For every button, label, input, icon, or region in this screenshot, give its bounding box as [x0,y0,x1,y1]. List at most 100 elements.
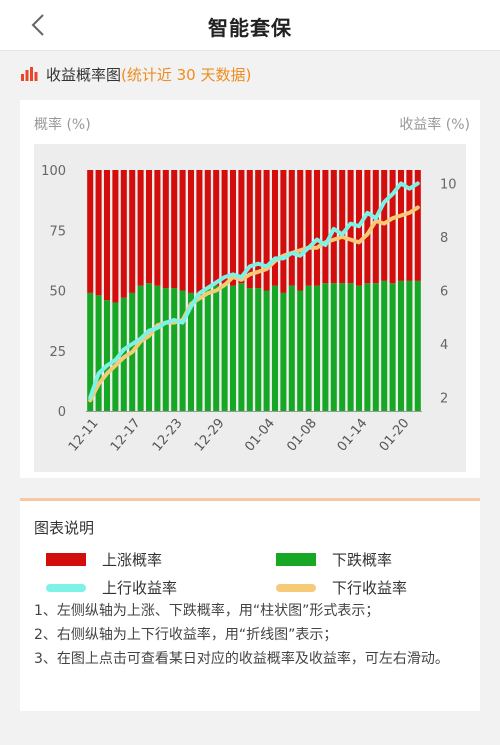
legend-card: 图表说明 上涨概率 下跌概率 上行收益率 下行收益率 1、左侧纵轴为上涨、下跌概… [20,501,480,711]
page-title: 智能套保 [208,16,292,40]
legend-title: 图表说明 [34,519,95,537]
up-prob-bar [187,170,195,293]
down-prob-bar [406,280,413,411]
up-prob-bar [271,170,279,286]
down-prob-bar [389,283,396,411]
right-tick-label: 8 [440,231,448,246]
down-prob-bar [288,285,295,411]
up-prob-bar [322,170,329,284]
right-tick-label: 6 [440,285,448,300]
left-tick-label: 25 [49,345,66,360]
up-prob-bar [204,170,211,289]
down-prob-bar [120,297,127,411]
up-prob-bar [297,170,304,291]
down-prob-bar [179,290,186,411]
down-prob-bar [414,280,421,411]
section-note: (统计近 30 天数据) [121,66,252,84]
down-prob-bar [271,285,279,411]
down-prob-bar [103,300,111,411]
up-prob-bar [112,170,119,303]
legend-label-down-prob: 下跌概率 [332,551,393,569]
legend-label-up-prob: 上涨概率 [102,551,163,569]
down-prob-bar [187,292,195,411]
probability-chart[interactable]: 概率 (%) 收益率 (%) 0 25 50 75 100 2 4 6 8 10 12-11 12-1… [20,100,480,478]
down-prob-bar [355,285,363,411]
up-prob-bar [154,170,161,286]
legend-notes: 1、左侧纵轴为上涨、下跌概率，用“柱状图”形式表示； 2、右侧纵轴为上下行收益率… [34,599,474,671]
down-prob-bar [154,285,161,411]
down-prob-bar [162,288,169,411]
down-prob-bar [305,285,312,411]
up-prob-bar [330,170,337,284]
down-prob-bar [397,280,405,411]
up-prob-bar [280,170,287,293]
down-prob-bar [213,285,220,411]
up-prob-bar [406,170,413,281]
down-prob-bar [171,288,178,411]
up-prob-bar [246,170,253,289]
note-2: 2、右侧纵轴为上下行收益率，用“折线图”表示； [34,627,338,643]
down-prob-bar [204,288,211,411]
right-tick-label: 4 [440,338,448,353]
left-tick-label: 75 [49,224,66,239]
up-prob-bar [213,170,220,286]
down-prob-bar [263,290,270,411]
down-prob-bar [112,302,119,411]
up-prob-bar [255,170,262,289]
left-tick-label: 100 [41,164,66,179]
section-title-text: 收益概率图 [46,66,122,84]
down-yield-line [88,205,420,403]
up-prob-bar [162,170,169,289]
right-axis-title: 收益率 (%) [399,117,470,133]
up-prob-bar [95,170,102,296]
up-prob-bar [137,170,144,286]
down-prob-bar [364,283,371,411]
legend-label-up-yield: 上行收益率 [102,579,178,597]
legend-line-down-yield [276,584,316,592]
up-prob-bar [389,170,396,284]
down-prob-bar [221,283,228,411]
nav-bar: 智能套保 [0,0,500,51]
up-prob-bar [145,170,153,284]
up-yield-line [88,181,420,400]
down-prob-bar [381,280,388,411]
note-1: 1、左侧纵轴为上涨、下跌概率，用“柱状图”形式表示； [34,603,380,619]
up-prob-bar [87,170,94,293]
down-prob-bar [255,288,262,411]
left-axis-title: 概率 (%) [34,117,91,133]
left-tick-label: 0 [58,405,66,420]
bar-chart-icon [21,67,38,81]
legend-line-up-yield [46,584,86,592]
divider [20,498,480,501]
up-prob-bar [339,170,346,284]
legend-swatch-up-prob [46,553,86,566]
down-prob-bar [322,283,329,411]
down-prob-bar [87,292,94,411]
up-prob-bar [397,170,405,281]
legend-label-down-yield: 下行收益率 [332,579,408,597]
down-prob-bar [246,288,253,411]
down-prob-bar [280,292,287,411]
section-header: 收益概率图(统计近 30 天数据) [0,51,500,97]
down-prob-bar [372,283,379,411]
down-prob-bar [313,285,321,411]
up-prob-bar [196,170,203,293]
up-prob-bar [103,170,111,301]
down-prob-bar [95,295,102,411]
up-prob-bar [305,170,312,286]
up-prob-bar [263,170,270,291]
down-prob-bar [339,283,346,411]
up-prob-bar [364,170,371,284]
down-prob-bar [196,292,203,411]
back-chevron-icon[interactable] [26,12,52,38]
up-prob-bar [221,170,228,284]
down-prob-bar [297,290,304,411]
up-prob-bar [171,170,178,289]
section-title: 收益概率图(统计近 30 天数据) [46,64,251,85]
legend-swatch-down-prob [276,553,316,566]
down-prob-bar [137,285,144,411]
left-tick-label: 50 [49,285,66,300]
down-prob-bar [347,283,354,411]
right-tick-label: 2 [440,392,448,407]
